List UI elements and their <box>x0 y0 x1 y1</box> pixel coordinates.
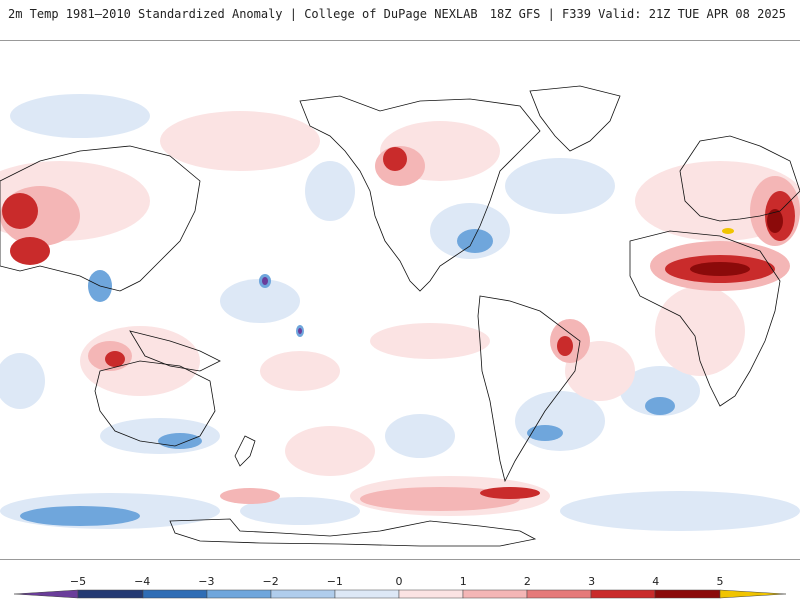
colorbar-legend: −5 −4 −3 −2 −1 0 1 2 3 4 5 <box>0 570 800 600</box>
colorbar-segment-above-5 <box>719 589 787 599</box>
model-run-info: 18Z GFS | F339 Valid: 21Z TUE APR 08 202… <box>489 7 786 21</box>
colorbar-segment-minus2-minus1 <box>270 589 336 599</box>
extreme-warm-anomalies <box>690 209 783 276</box>
colorbar-segment-below-minus5 <box>13 589 79 599</box>
colorbar-segment-minus1-0 <box>334 589 400 599</box>
moderate-cool-anomalies <box>20 229 675 526</box>
colorbar-tick-label: 0 <box>396 575 403 588</box>
colorbar-tick-label: −5 <box>70 575 86 588</box>
colorbar-tick-label: 4 <box>652 575 659 588</box>
colorbar-segment-0-1 <box>398 589 464 599</box>
colorbar-tick-label: 5 <box>717 575 724 588</box>
colorbar-segment-minus5-minus4 <box>77 589 144 599</box>
colorbar-segment-1-2 <box>462 589 528 599</box>
colorbar-tick-label: 2 <box>524 575 531 588</box>
colorbar-tick-label: 1 <box>460 575 467 588</box>
map-title: 2m Temp 1981–2010 Standardized Anomaly |… <box>8 7 478 21</box>
header: 2m Temp 1981–2010 Standardized Anomaly |… <box>0 0 800 28</box>
colorbar-tick-label: −1 <box>327 575 343 588</box>
extreme-cool-spots <box>259 274 304 337</box>
coastlines <box>0 85 800 547</box>
map-canvas <box>0 41 800 559</box>
colorbar-tick-label: −3 <box>198 575 214 588</box>
peak-warm-anomaly <box>722 228 734 234</box>
colorbar-tick-label: −4 <box>134 575 150 588</box>
colorbar-tick-label: 3 <box>588 575 595 588</box>
anomaly-map <box>0 40 800 560</box>
colorbar-segment-minus4-minus3 <box>142 589 208 599</box>
colorbar-segment-4-5 <box>654 589 721 599</box>
colorbar: −5 −4 −3 −2 −1 0 1 2 3 4 5 <box>13 575 787 599</box>
colorbar-segment-2-3 <box>526 589 592 599</box>
colorbar-segment-3-4 <box>590 589 656 599</box>
colorbar-tick-label: −2 <box>262 575 278 588</box>
colorbar-tick-labels: −5 −4 −3 −2 −1 0 1 2 3 4 5 <box>70 575 724 588</box>
colorbar-segment-minus3-minus2 <box>206 589 272 599</box>
light-cool-anomalies <box>0 94 800 531</box>
